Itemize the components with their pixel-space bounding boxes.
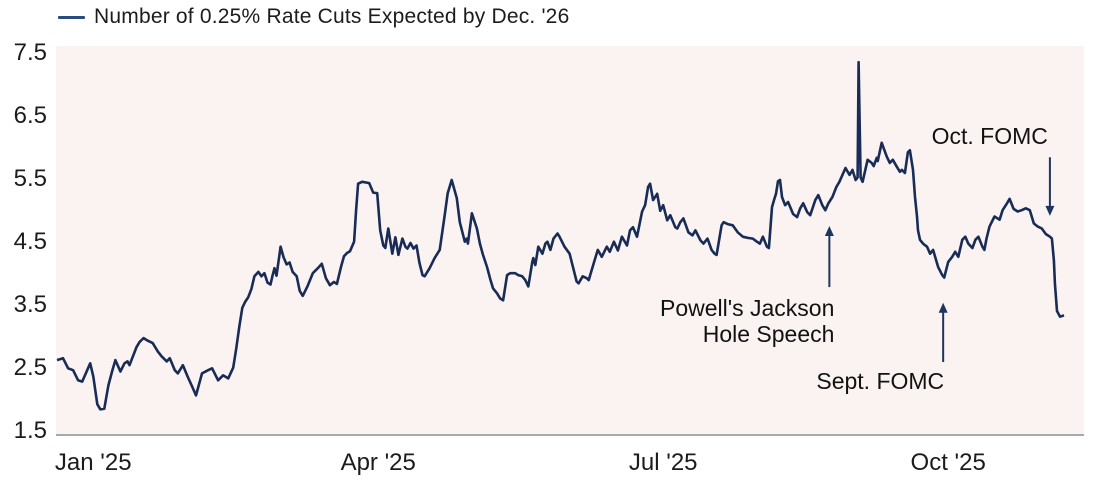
x-tick-label: Apr '25 bbox=[340, 449, 416, 476]
y-tick-label: 7.5 bbox=[13, 38, 47, 66]
legend-label: Number of 0.25% Rate Cuts Expected by De… bbox=[94, 5, 570, 28]
y-tick-label: 2.5 bbox=[13, 353, 47, 381]
x-tick-label: Jul '25 bbox=[628, 449, 698, 476]
annotation-text-oct-fomc: Oct. FOMC bbox=[931, 123, 1048, 150]
annotation-text-jackson-hole: Powell's Jackson Hole Speech bbox=[659, 295, 835, 348]
legend-line-marker-icon bbox=[58, 15, 85, 19]
legend: Number of 0.25% Rate Cuts Expected by De… bbox=[58, 5, 569, 29]
annotation-text-sept-fomc: Sept. FOMC bbox=[816, 367, 945, 394]
y-tick-label: 5.5 bbox=[13, 164, 47, 192]
y-tick-label: 1.5 bbox=[13, 416, 47, 444]
x-tick-label: Oct '25 bbox=[910, 449, 986, 476]
y-tick-label: 4.5 bbox=[13, 227, 47, 255]
x-tick-label: Jan '25 bbox=[54, 449, 132, 476]
y-tick-label: 6.5 bbox=[13, 101, 47, 129]
y-tick-label: 3.5 bbox=[13, 290, 47, 318]
x-axis-line bbox=[56, 434, 1084, 436]
